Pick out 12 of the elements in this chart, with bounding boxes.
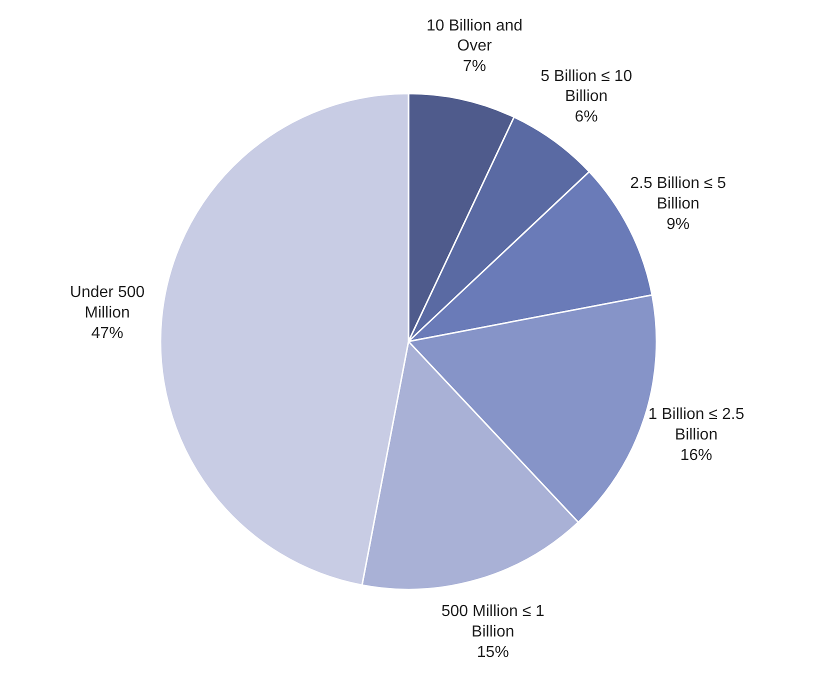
slice-label: 10 Billion and Over bbox=[426, 17, 523, 55]
data-label: 9% bbox=[666, 216, 690, 234]
data-label: 7% bbox=[462, 58, 486, 76]
slice-label: 5 Billion ≤ 10 Billion bbox=[540, 68, 632, 106]
slice-label: 2.5 Billion ≤ 5 Billion bbox=[630, 175, 726, 213]
data-label: 6% bbox=[574, 108, 598, 126]
slice-label: Under 500 Million bbox=[70, 284, 145, 322]
data-label: 16% bbox=[680, 446, 712, 464]
data-label: 15% bbox=[476, 644, 509, 661]
data-label: 47% bbox=[91, 324, 124, 342]
slice-label: 500 Million ≤ 1 Billion bbox=[441, 603, 545, 641]
slice-label: 1 Billion ≤ 2.5 Billion bbox=[648, 406, 744, 444]
